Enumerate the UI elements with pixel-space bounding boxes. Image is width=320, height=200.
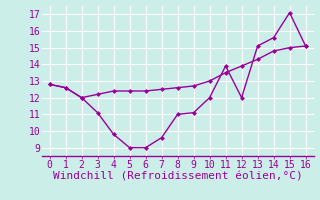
X-axis label: Windchill (Refroidissement éolien,°C): Windchill (Refroidissement éolien,°C) xyxy=(53,172,302,182)
